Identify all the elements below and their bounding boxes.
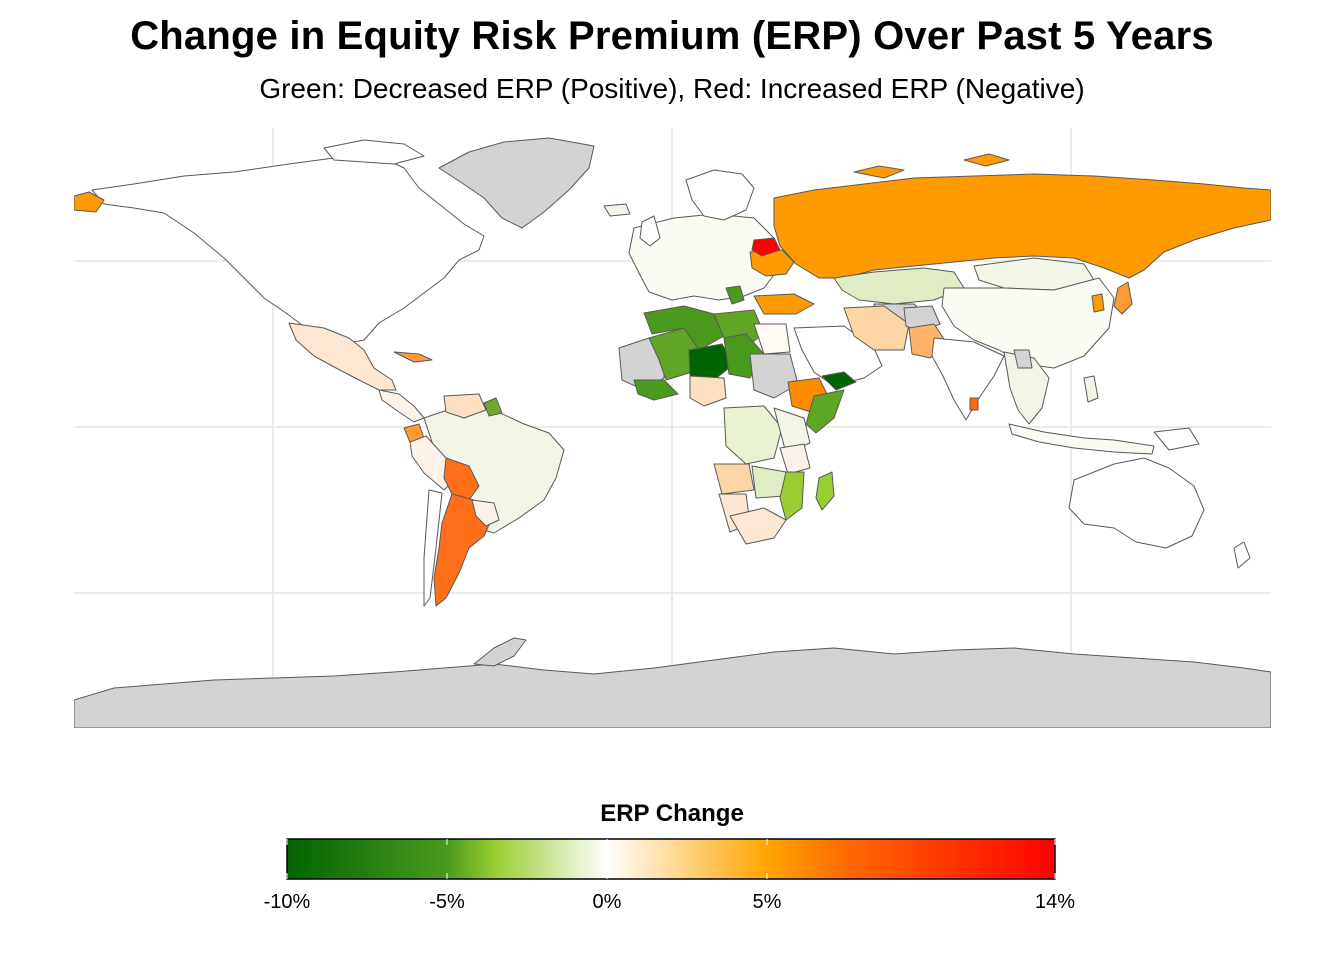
cuba (393, 351, 433, 363)
region-greenland (438, 137, 595, 229)
region-ukraine (749, 249, 795, 277)
region-china (941, 277, 1115, 369)
world-map (74, 128, 1271, 728)
chart-title: Change in Equity Risk Premium (ERP) Over… (130, 14, 1214, 58)
iceland (603, 203, 631, 217)
region-dr-congo (723, 405, 783, 465)
region-sudan (749, 353, 799, 399)
new-zealand (1233, 541, 1251, 569)
horn-of-africa (805, 389, 845, 434)
region-algeria (643, 305, 725, 351)
tanzania (779, 443, 811, 475)
north-america (91, 153, 485, 351)
legend-tick-label: -5% (429, 891, 465, 913)
region-mozambique (779, 471, 805, 521)
russia-chukotka-west (74, 191, 105, 213)
region-japan (1113, 281, 1133, 315)
uruguay-paraguay (471, 499, 500, 527)
papua (1153, 427, 1200, 451)
region-nigeria (689, 375, 727, 407)
legend-tick-label: -10% (263, 891, 311, 913)
uk-ireland (639, 215, 661, 247)
indochina-mixed (1013, 349, 1033, 369)
legend-tick-label: 5% (752, 891, 782, 913)
guianas (483, 397, 503, 417)
australia (1068, 457, 1205, 549)
russia-arctic-islands (853, 153, 1010, 179)
east-africa (773, 407, 811, 454)
southeast-asia (1003, 351, 1050, 425)
indonesia (1008, 423, 1155, 455)
chart-subtitle: Green: Decreased ERP (Positive), Red: In… (259, 73, 1085, 104)
region-niger (688, 343, 735, 381)
chile (423, 489, 443, 607)
region-belarus (751, 237, 781, 257)
region-turkey (753, 293, 815, 315)
region-mexico (288, 322, 397, 391)
philippines (1083, 375, 1099, 403)
legend-tick-label: 0% (592, 891, 622, 913)
korea (1091, 293, 1105, 313)
scandinavia (685, 169, 755, 221)
legend-ticks (286, 839, 1056, 879)
region-madagascar (815, 471, 835, 511)
legend-title: ERP Change (600, 800, 744, 827)
region-south-africa (729, 507, 787, 545)
venezuela (443, 393, 487, 419)
legend-tick-label: 14% (1034, 891, 1076, 913)
region-egypt (753, 323, 791, 355)
legend-gradient (286, 838, 1056, 880)
canadian-arctic-islands (323, 139, 425, 165)
antarctic-peninsula (473, 637, 527, 667)
balkans (725, 285, 745, 305)
region-india (931, 337, 1005, 421)
legend-colorbar (286, 838, 1056, 880)
region-yemen (821, 371, 857, 391)
region-iran (843, 305, 910, 351)
region-angola (713, 463, 755, 495)
gulf-of-guinea-coast (633, 379, 679, 401)
central-america (378, 389, 425, 423)
region-antarctica (74, 647, 1271, 728)
region-sri-lanka (969, 397, 979, 411)
